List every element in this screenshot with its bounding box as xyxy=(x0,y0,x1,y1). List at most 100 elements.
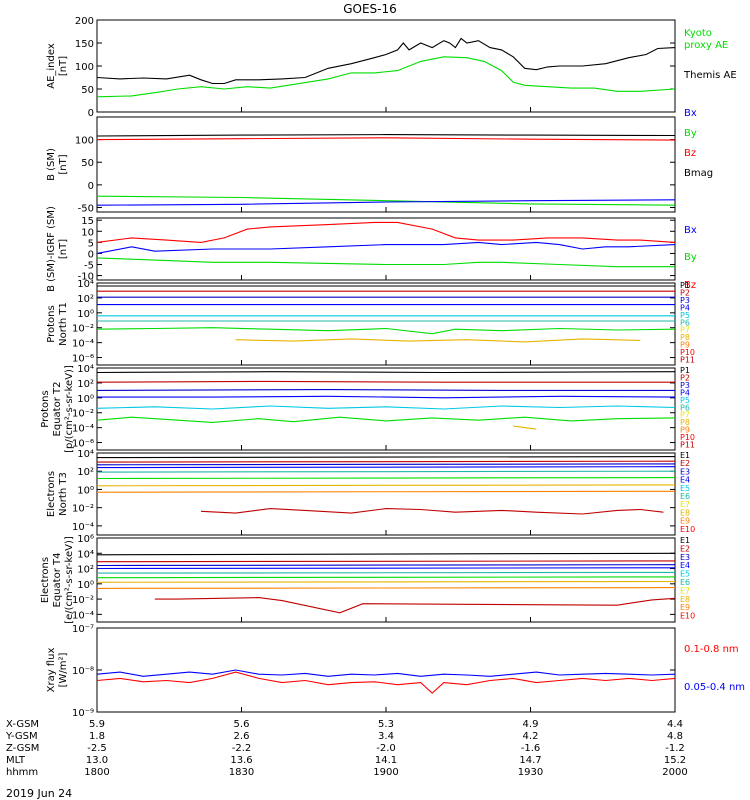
ephemeris-value: 5.9 xyxy=(89,719,105,730)
legend-label: P4 xyxy=(680,303,690,312)
legend-label: P7 xyxy=(680,411,690,420)
y-tick-label: 10² xyxy=(77,565,94,576)
series-e3 xyxy=(96,564,676,567)
ephemeris-value: 14.1 xyxy=(375,755,397,766)
legend-label: Bmag xyxy=(684,168,713,179)
y-tick-label: 10⁴ xyxy=(77,364,94,375)
legend-label: P8 xyxy=(680,418,690,427)
series-p7 xyxy=(513,425,537,430)
y-axis-label: [nT] xyxy=(58,56,69,76)
legend-label: P9 xyxy=(680,341,690,350)
ephemeris-value: -2.5 xyxy=(87,743,107,754)
y-tick-label: 10⁴ xyxy=(77,549,94,560)
legend-label: Bz xyxy=(684,148,696,159)
y-axis-label: North T3 xyxy=(58,472,69,516)
y-tick-label: 0 xyxy=(88,249,94,260)
legend-label: P6 xyxy=(680,318,690,327)
y-tick-label: 10⁻⁸ xyxy=(72,666,94,677)
y-axis-label: Xray flux xyxy=(46,648,57,693)
y-axis-label: [p/(cm²-s-sr-keV)] xyxy=(64,365,75,453)
series-e7 xyxy=(96,580,676,583)
y-tick-label: 10⁻² xyxy=(72,409,94,420)
legend-label: E3 xyxy=(680,467,690,476)
y-tick-label: 10 xyxy=(81,227,94,238)
ephemeris-value: -2.0 xyxy=(376,743,396,754)
ephemeris-row-label: Z-GSM xyxy=(6,743,39,754)
panel-frame xyxy=(96,282,676,366)
panel-frame xyxy=(96,19,676,113)
series-p7 xyxy=(96,327,676,335)
y-tick-label: 10⁰ xyxy=(77,394,94,405)
y-tick-label: 10⁻² xyxy=(72,504,94,515)
series-e9 xyxy=(154,597,676,614)
legend-label: Bx xyxy=(684,225,697,236)
legend-label: E2 xyxy=(680,459,690,468)
series-bz xyxy=(96,137,676,141)
ephemeris-value: 14.7 xyxy=(519,755,541,766)
y-axis-label: B (SM)-IGRF (SM) xyxy=(46,206,57,292)
legend-label: P3 xyxy=(680,381,690,390)
series-e2 xyxy=(96,560,676,563)
ephemeris-row-label: hhmm xyxy=(6,767,38,778)
ephemeris-value: 4.2 xyxy=(523,731,539,742)
series-kyoto-proxy-ae xyxy=(96,56,676,98)
series-e8 xyxy=(96,587,676,589)
legend-label: P10 xyxy=(680,433,695,442)
series-e1 xyxy=(96,456,676,459)
series-e5 xyxy=(96,571,676,574)
y-tick-label: 100 xyxy=(75,62,94,73)
y-tick-label: 10⁻⁷ xyxy=(72,624,94,635)
ephemeris-value: 1900 xyxy=(373,767,398,778)
legend-label: P11 xyxy=(680,356,695,365)
ephemeris-value: 3.4 xyxy=(378,731,394,742)
series-e1 xyxy=(96,552,676,556)
panel-5: 10⁴ 10² 10⁰ 10⁻² 10⁻⁴ 10⁻⁶ Protons Equator T2 [p… xyxy=(40,364,695,453)
y-tick-label: 10⁶ xyxy=(77,534,94,545)
legend-label: E4 xyxy=(680,476,690,485)
y-tick-label: 10⁻⁴ xyxy=(72,522,94,533)
plot-title: GOES-16 xyxy=(343,2,397,16)
y-tick-label: 50 xyxy=(81,158,94,169)
series-e4 xyxy=(96,567,676,570)
legend-label: By xyxy=(684,252,697,263)
ephemeris-value: 1.8 xyxy=(89,731,105,742)
panel-8: 10⁻⁷ 10⁻⁸ 10⁻⁹ Xray flux [W/m²] 0.1-0.8 nm 0.0… xyxy=(46,624,745,719)
series-p4 xyxy=(97,395,676,399)
series-e2 xyxy=(96,460,676,463)
series-e6 xyxy=(96,576,676,579)
legend-label: P10 xyxy=(680,348,695,357)
ephemeris-row-label: X-GSM xyxy=(6,719,39,730)
panel-2: 100 50 0 -50 B (SM) [nT] Bx By Bz Bmag xyxy=(46,108,713,214)
series-bx xyxy=(96,199,676,206)
ephemeris-row-label: Y-GSM xyxy=(5,731,38,742)
series-e5 xyxy=(96,470,676,473)
legend-label: E9 xyxy=(680,603,690,612)
ephemeris-value: -1.6 xyxy=(521,743,541,754)
panel-4: 10⁴ 10² 10⁰ 10⁻² 10⁻⁴ 10⁻⁶ Protons North T1 P1P2… xyxy=(46,279,695,366)
y-tick-label: 10⁻² xyxy=(72,324,94,335)
ephemeris-value: 1830 xyxy=(229,767,254,778)
legend-label: P7 xyxy=(680,326,690,335)
y-tick-label: 10² xyxy=(77,379,94,390)
series-e9 xyxy=(200,508,664,515)
legend-label: P9 xyxy=(680,426,690,435)
ephemeris-value: 5.3 xyxy=(378,719,394,730)
legend: Bx By Bz Bmag xyxy=(684,108,713,179)
y-tick-label: -5 xyxy=(84,261,94,272)
series-e6 xyxy=(96,477,676,480)
y-tick-label: 10⁰ xyxy=(77,309,94,320)
y-axis-label: [nT] xyxy=(58,239,69,259)
legend-label: E10 xyxy=(680,612,695,621)
series-themis-ae xyxy=(96,37,676,85)
legend-label: E9 xyxy=(680,517,690,526)
series-bz xyxy=(96,221,676,243)
legend-label: P8 xyxy=(680,333,690,342)
ephemeris-value: 13.0 xyxy=(86,755,108,766)
legend-label: E10 xyxy=(680,525,695,534)
y-tick-label: 200 xyxy=(75,16,94,27)
legend-label: Bz xyxy=(684,280,696,291)
